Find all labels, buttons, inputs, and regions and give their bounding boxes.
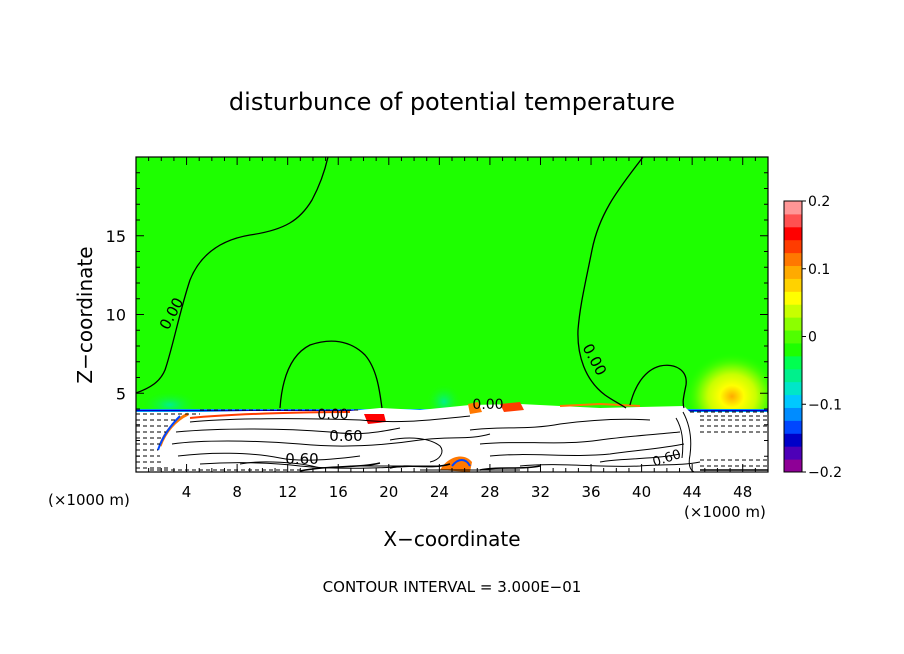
colorbar-tick-label: −0.1 bbox=[808, 397, 842, 413]
warm-edge-3 bbox=[559, 402, 641, 407]
warm-patch-2 bbox=[468, 402, 482, 414]
x-axis-label: X−coordinate bbox=[383, 527, 520, 551]
colorbar-swatch bbox=[784, 239, 802, 254]
x-tick-label: 12 bbox=[278, 483, 297, 501]
colorbar-swatch bbox=[784, 355, 802, 370]
colorbar bbox=[784, 201, 802, 473]
colorbar-swatch bbox=[784, 381, 802, 396]
colorbar-tick-label: 0 bbox=[808, 330, 817, 346]
colorbar-swatch bbox=[784, 291, 802, 305]
x-axis: 4 8 12 16 20 24 28 32 36 40 44 48 bbox=[148, 157, 756, 501]
colorbar-swatch bbox=[784, 330, 802, 344]
y-axis-label: Z−coordinate bbox=[73, 246, 97, 383]
x-tick-label: 40 bbox=[632, 483, 651, 501]
contour-interval-note: CONTOUR INTERVAL = 3.000E−01 bbox=[323, 578, 582, 596]
colorbar-swatch bbox=[784, 252, 802, 267]
x-unit-left: (×1000 m) bbox=[48, 491, 130, 509]
contour-label: 0.60 bbox=[329, 427, 362, 445]
colorbar-tick-label: −0.2 bbox=[808, 465, 842, 481]
colorbar-swatch bbox=[784, 342, 802, 357]
x-tick-label: 24 bbox=[430, 483, 449, 501]
colorbar-swatch bbox=[784, 420, 802, 434]
contour-label: 0.60 bbox=[285, 450, 318, 468]
y-tick-label: 5 bbox=[116, 384, 126, 403]
colorbar-swatch bbox=[784, 278, 802, 292]
x-tick-label: 16 bbox=[329, 483, 348, 501]
y-tick-label: 15 bbox=[106, 227, 126, 246]
colorbar-ticks: 0.2 0.1 0 −0.1 −0.2 bbox=[802, 194, 842, 481]
y-tick-label: 10 bbox=[106, 306, 126, 325]
colorbar-swatch bbox=[784, 433, 802, 447]
colorbar-swatch bbox=[784, 213, 802, 228]
colorbar-swatch bbox=[784, 265, 802, 279]
solid-contours bbox=[171, 411, 701, 472]
x-tick-label: 8 bbox=[232, 483, 242, 501]
colorbar-swatch bbox=[784, 407, 802, 421]
y-axis: 5 10 15 bbox=[106, 172, 768, 457]
x-tick-label: 44 bbox=[683, 483, 702, 501]
contour-label: 0.00 bbox=[472, 397, 503, 413]
x-tick-label: 4 bbox=[182, 483, 192, 501]
x-tick-label: 28 bbox=[480, 483, 499, 501]
contour-zero-left bbox=[136, 157, 329, 394]
contour-zero-right bbox=[577, 157, 644, 409]
x-unit-right: (×1000 m) bbox=[684, 503, 766, 521]
x-tick-label: 32 bbox=[531, 483, 550, 501]
colorbar-swatch bbox=[784, 394, 802, 408]
ground-contours bbox=[299, 462, 768, 472]
cold-edge-1 bbox=[157, 415, 181, 451]
dashed-contours bbox=[136, 409, 768, 471]
colorbar-swatch bbox=[784, 446, 802, 460]
colorbar-swatch bbox=[784, 317, 802, 331]
cold-patch-4 bbox=[451, 459, 471, 467]
colorbar-swatch bbox=[784, 459, 802, 473]
x-tick-label: 20 bbox=[379, 483, 398, 501]
contour-dome-2 bbox=[629, 364, 687, 409]
colorbar-swatch bbox=[784, 226, 802, 241]
warm-patch-3 bbox=[500, 402, 524, 412]
chart-title: disturbunce of potential temperature bbox=[229, 88, 675, 116]
colorbar-swatch bbox=[784, 304, 802, 318]
colorbar-tick-label: 0.1 bbox=[808, 262, 830, 278]
contour-label: 0.00 bbox=[317, 407, 348, 423]
warm-edge-2 bbox=[189, 411, 351, 419]
x-tick-label: 48 bbox=[733, 483, 752, 501]
contour-dome-1 bbox=[279, 340, 383, 409]
plot-field bbox=[136, 157, 768, 472]
x-tick-label: 36 bbox=[581, 483, 600, 501]
colorbar-swatch bbox=[784, 368, 802, 383]
colorbar-tick-label: 0.2 bbox=[808, 194, 830, 210]
colorbar-swatch bbox=[784, 201, 802, 215]
